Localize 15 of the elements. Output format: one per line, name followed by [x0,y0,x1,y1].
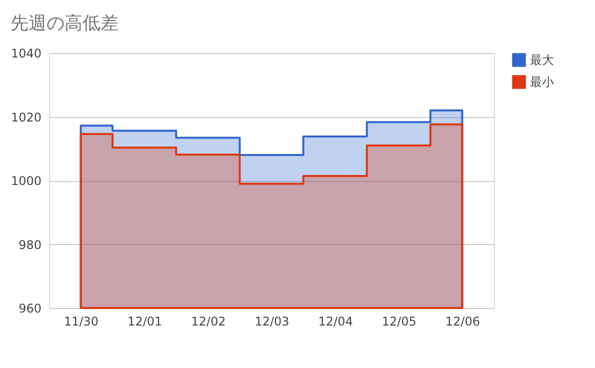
x-tick-label: 11/30 [64,314,99,328]
x-tick-label: 12/01 [128,314,162,328]
x-tick-label: 12/06 [445,314,480,328]
y-tick-label: 980 [18,238,42,252]
y-tick-label: 1000 [10,174,42,188]
legend-label: 最大 [530,53,554,67]
legend-label: 最小 [530,75,554,89]
x-tick-label: 12/05 [382,314,416,328]
y-tick-label: 960 [18,302,42,316]
x-tick-label: 12/02 [191,314,226,328]
chart-title: 先週の高低差 [10,13,118,34]
x-tick-label: 12/03 [254,314,290,328]
y-tick-label: 1040 [10,46,42,60]
x-tick-label: 12/04 [318,314,353,328]
y-tick-label: 1020 [10,110,42,124]
